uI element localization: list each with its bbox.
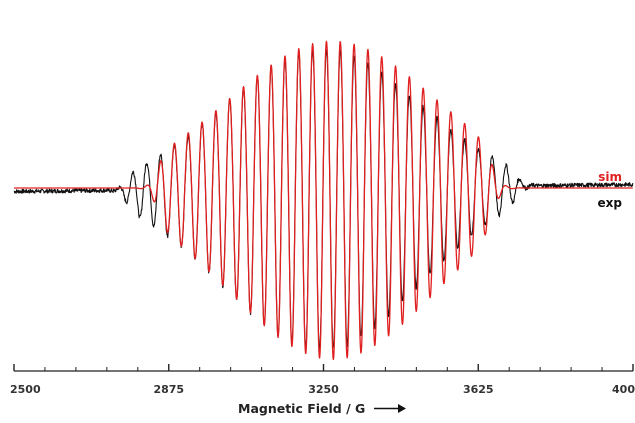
x-tick-label: 2500 — [10, 383, 41, 396]
x-tick-label: 2875 — [153, 383, 184, 396]
legend: sim exp — [598, 170, 623, 210]
x-tick-label: 400 — [612, 383, 635, 396]
legend-label-sim: sim — [598, 170, 622, 184]
x-axis: 2500 2875 3250 3625 400 — [10, 364, 635, 396]
x-tick-label: 3250 — [308, 383, 339, 396]
plot-area — [13, 40, 634, 361]
series-line-sim — [13, 40, 634, 361]
arrow-icon — [374, 404, 406, 413]
x-axis-label: Magnetic Field / G — [238, 401, 365, 416]
x-tick-label: 3625 — [463, 383, 494, 396]
legend-label-exp: exp — [598, 196, 623, 210]
